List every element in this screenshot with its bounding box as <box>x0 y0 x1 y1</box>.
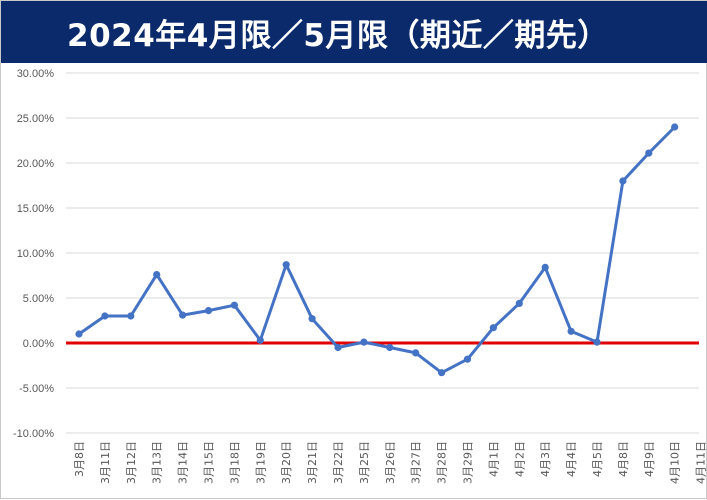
x-tick-label: 4月11日 <box>695 441 707 484</box>
series-line <box>78 125 676 375</box>
data-point <box>386 343 394 352</box>
x-tick-label: 4月5日 <box>591 441 604 477</box>
data-point <box>230 301 238 309</box>
x-tick-label: 3月22日 <box>332 441 345 484</box>
x-tick-label: 4月8日 <box>617 441 630 477</box>
x-tick-label: 4月3日 <box>539 441 552 477</box>
data-point <box>463 355 472 363</box>
data-point <box>101 312 109 320</box>
data-point <box>282 261 290 269</box>
x-tick-label: 4月9日 <box>643 441 656 477</box>
x-tick-label: 4月4日 <box>565 441 578 477</box>
x-tick-label: 3月21日 <box>306 441 319 484</box>
x-tick-label: 3月18日 <box>228 441 241 484</box>
data-point <box>204 307 213 315</box>
x-tick-label: 3月29日 <box>462 441 475 484</box>
x-tick-label: 3月11日 <box>99 441 112 484</box>
y-tick-label: 30.00% <box>17 68 55 80</box>
x-tick-label: 4月10日 <box>669 441 682 484</box>
x-tick-label: 3月28日 <box>436 441 449 484</box>
data-point <box>256 336 264 344</box>
data-point <box>671 123 679 131</box>
data-point <box>179 311 187 319</box>
x-tick-label: 3月15日 <box>203 441 216 484</box>
x-tick-label: 3月19日 <box>254 441 267 484</box>
data-point <box>515 299 523 307</box>
y-tick-label: 5.00% <box>23 293 54 305</box>
data-point <box>412 349 420 357</box>
x-tick-label: 4月1日 <box>487 441 500 477</box>
x-tick-label: 4月2日 <box>513 441 526 477</box>
data-point <box>308 315 316 323</box>
title-bar: 2024年4月限／5月限（期近／期先） <box>1 1 707 63</box>
data-point <box>593 338 601 346</box>
data-point <box>645 149 653 157</box>
y-tick-label: 0.00% <box>23 338 54 350</box>
x-tick-label: 3月20日 <box>280 441 293 484</box>
chart-title: 2024年4月限／5月限（期近／期先） <box>67 17 609 54</box>
x-tick-label: 3月14日 <box>177 441 190 484</box>
x-tick-label: 3月12日 <box>125 441 138 484</box>
data-point <box>541 263 549 271</box>
y-tick-label: -10.00% <box>13 428 54 440</box>
y-tick-label: 25.00% <box>17 113 55 125</box>
y-tick-label: 10.00% <box>17 248 55 260</box>
data-point <box>619 177 627 185</box>
data-point <box>75 330 83 338</box>
x-tick-label: 3月13日 <box>151 441 164 484</box>
line-chart: 30.00% 25.00% 20.00% 15.00% 10.00% 5.00% 0.00%… <box>13 68 707 484</box>
data-point <box>127 312 135 320</box>
data-point <box>489 324 497 332</box>
x-tick-label: 3月27日 <box>410 441 423 484</box>
x-tick-label: 3月8日 <box>73 441 86 477</box>
y-tick-label: -5.00% <box>19 383 54 395</box>
x-tick-label: 3月26日 <box>384 441 397 484</box>
data-point <box>153 271 161 279</box>
data-point <box>334 343 342 352</box>
data-point <box>438 369 446 377</box>
x-tick-label: 3月25日 <box>358 441 371 484</box>
data-point <box>567 327 575 335</box>
data-point <box>360 338 368 346</box>
y-tick-label: 20.00% <box>17 158 55 170</box>
y-tick-label: 15.00% <box>17 203 55 215</box>
